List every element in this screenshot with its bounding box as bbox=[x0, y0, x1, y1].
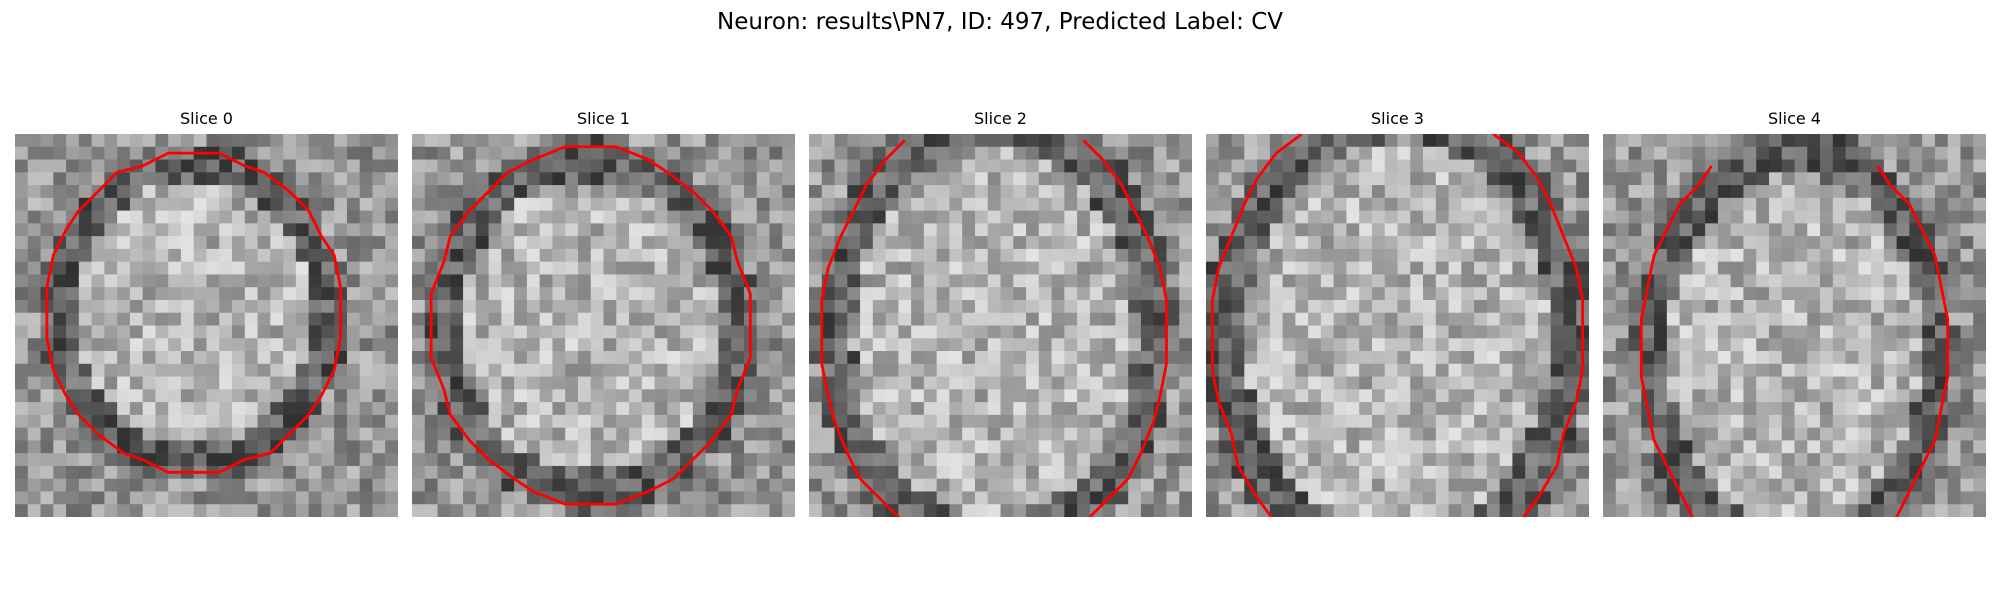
slice-image bbox=[809, 134, 1192, 517]
slice-title: Slice 4 bbox=[1768, 109, 1821, 128]
slice-panel-3: Slice 3 bbox=[1206, 108, 1589, 520]
slice-panel-0: Slice 0 bbox=[15, 108, 398, 520]
figure-title: Neuron: results\PN7, ID: 497, Predicted … bbox=[717, 9, 1283, 35]
segmentation-contour bbox=[1210, 134, 1585, 517]
slice-title: Slice 0 bbox=[180, 109, 233, 128]
slice-panel-1: Slice 1 bbox=[412, 108, 795, 520]
slice-image bbox=[1603, 134, 1986, 517]
slice-title: Slice 1 bbox=[577, 109, 630, 128]
slice-title: Slice 3 bbox=[1371, 109, 1424, 128]
slice-panel-2: Slice 2 bbox=[809, 108, 1192, 520]
segmentation-contour bbox=[429, 145, 752, 506]
segmentation-contour bbox=[1639, 165, 1950, 517]
slice-image bbox=[15, 134, 398, 517]
slice-image bbox=[412, 134, 795, 517]
slice-image bbox=[1206, 134, 1589, 517]
segmentation-contour bbox=[820, 139, 1168, 517]
slice-panel-4: Slice 4 bbox=[1603, 108, 1986, 520]
segmentation-contour bbox=[45, 151, 342, 474]
slice-title: Slice 2 bbox=[974, 109, 1027, 128]
